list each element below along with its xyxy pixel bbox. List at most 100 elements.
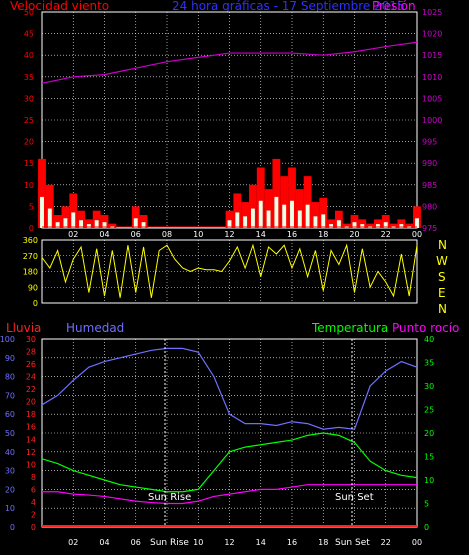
temperature-tick-label: 10 <box>424 476 434 485</box>
humidity-tick-label: 20 <box>5 485 15 494</box>
avg-wind-bar <box>321 214 326 228</box>
wind-bar <box>249 184 257 228</box>
dew-point-label: Punto rocío <box>392 321 459 335</box>
wind-bar <box>84 219 93 228</box>
sunset-tick-label: Sun Set <box>335 538 370 548</box>
temperature-line <box>41 432 418 493</box>
rain-tick-label: 24 <box>26 373 36 382</box>
wind-bar <box>264 189 273 228</box>
wind-bar <box>53 215 62 228</box>
wind-bar <box>303 176 312 228</box>
humidity-tick-label: 90 <box>5 354 15 363</box>
avg-wind-bar <box>415 218 419 228</box>
wind-speed-label: Velocidad viento <box>10 0 109 13</box>
avg-wind-bar <box>305 204 310 228</box>
temperature-tick-label: 25 <box>424 406 434 415</box>
sunset-label: Sun Set <box>335 492 374 503</box>
avg-wind-bar <box>141 222 146 228</box>
wind-axis-ticks: 0 5 10 15 20 25 30 35 40 45 50 <box>24 8 34 233</box>
wind-bar <box>381 215 390 228</box>
direction-series <box>41 243 418 298</box>
wind-tick-label: 15 <box>24 159 34 168</box>
direction-tick-label: 0 <box>33 299 38 308</box>
pressure-tick-label: 1020 <box>422 30 442 39</box>
humidity-tick-label: 60 <box>5 410 15 419</box>
wind-bar <box>38 158 46 228</box>
avg-wind-bar <box>274 196 279 228</box>
wind-bar <box>350 215 359 228</box>
temperature-tick-label: 35 <box>424 359 434 368</box>
avg-wind-bar <box>133 218 138 228</box>
pressure-tick-label: 985 <box>422 181 437 190</box>
wind-bar <box>334 210 343 228</box>
wind-bar <box>92 210 101 228</box>
direction-tick-label: 360 <box>23 236 38 245</box>
pressure-tick-label: 1000 <box>422 116 442 125</box>
avg-wind-bar <box>383 222 388 228</box>
temperature-tick-label: 40 <box>424 335 434 344</box>
x-tick-label: 16 <box>287 538 297 547</box>
wind-bar <box>295 189 304 228</box>
pressure-tick-label: 1025 <box>422 8 442 17</box>
wind-bar <box>327 219 335 228</box>
wind-tick-label: 25 <box>24 116 34 125</box>
wind-bar <box>100 215 109 228</box>
x-tick-label: 12 <box>224 230 234 239</box>
humidity-tick-label: 10 <box>5 504 15 513</box>
wind-bar <box>233 193 242 228</box>
x-tick-label: 08 <box>162 230 172 239</box>
direction-axis-ticks: 0 90 180 270 360 <box>23 236 38 308</box>
avg-wind-bar <box>86 224 91 228</box>
humidity-line <box>41 347 418 430</box>
rain-tick-label: 22 <box>26 385 36 394</box>
x-tick-label: 10 <box>193 230 203 239</box>
wind-tick-label: 20 <box>24 138 34 147</box>
wind-panel-grid <box>42 12 417 228</box>
wind-bar <box>139 215 148 228</box>
pressure-axis-ticks: 975 980 985 990 995 1000 1005 1010 1015 1020 1025 <box>422 8 442 233</box>
avg-wind-bar <box>375 224 380 228</box>
x-tick-label: 14 <box>256 230 266 239</box>
temperature-axis-ticks: 0 5 10 15 20 25 30 35 40 <box>424 335 434 532</box>
temperature-tick-label: 0 <box>424 523 429 532</box>
temperature-tick-label: 5 <box>424 500 429 509</box>
x-tick-label: 22 <box>381 538 391 547</box>
avg-wind-bar <box>47 208 52 228</box>
avg-wind-bar <box>329 224 334 228</box>
compass-e: E <box>438 286 446 300</box>
x-tick-label: 18 <box>318 230 328 239</box>
wind-bar <box>405 223 414 228</box>
direction-tick-label: 180 <box>23 268 38 277</box>
direction-tick-label: 90 <box>28 283 38 292</box>
rain-tick-label: 26 <box>26 360 36 369</box>
rain-tick-label: 0 <box>31 523 36 532</box>
avg-wind-bar <box>297 210 302 228</box>
humidity-axis-ticks: 0 10 20 30 40 50 60 70 80 90 100 <box>0 335 15 532</box>
direction-line <box>41 243 418 298</box>
avg-wind-bar <box>336 220 341 228</box>
wind-tick-label: 30 <box>24 94 34 103</box>
avg-wind-bar <box>360 224 365 228</box>
compass-s: S <box>438 270 446 284</box>
pressure-line <box>41 41 418 84</box>
temperature-tick-label: 20 <box>424 429 434 438</box>
compass-n-top: N <box>438 238 447 252</box>
direction-tick-label: 270 <box>23 252 38 261</box>
humidity-label: Humedad <box>66 321 124 335</box>
x-tick-label: 02 <box>68 538 78 547</box>
wind-bar <box>45 184 54 228</box>
pressure-tick-label: 1010 <box>422 73 442 82</box>
wind-bar <box>358 219 367 228</box>
wind-tick-label: 40 <box>24 51 34 60</box>
wind-bar <box>256 167 265 228</box>
x-tick-label: 18 <box>318 538 328 547</box>
humidity-tick-label: 40 <box>5 448 15 457</box>
avg-wind-bar <box>290 200 294 228</box>
avg-wind-bar <box>282 204 287 228</box>
rain-tick-label: 10 <box>26 460 36 469</box>
wind-bar <box>77 210 85 228</box>
x-tick-label: 02 <box>68 230 78 239</box>
rain-tick-label: 16 <box>26 423 36 432</box>
x-tick-label: 06 <box>131 230 141 239</box>
